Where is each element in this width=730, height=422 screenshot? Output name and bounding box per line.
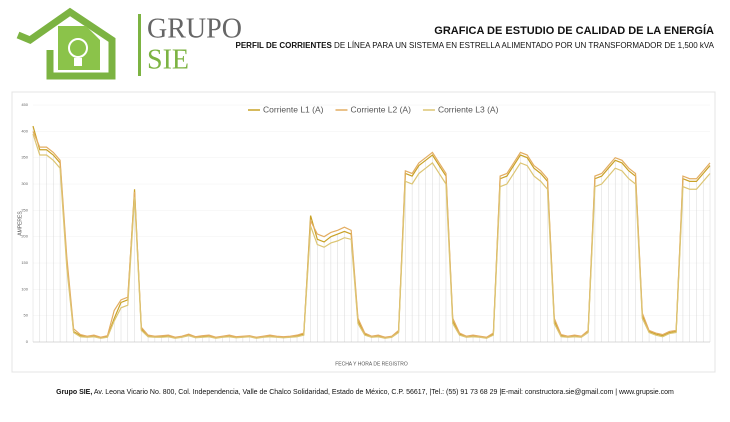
legend-label: Corriente L3 (A) xyxy=(438,104,499,114)
page-title: GRAFICA DE ESTUDIO DE CALIDAD DE LA ENER… xyxy=(434,24,714,37)
y-tick-label: 250 xyxy=(21,207,28,212)
footer: Grupo SIE, Av. Leona Vicario No. 800, Co… xyxy=(56,389,674,396)
y-tick-label: 150 xyxy=(21,260,28,265)
legend-label: Corriente L1 (A) xyxy=(263,104,324,114)
logo: GRUPO SIE xyxy=(16,7,242,80)
y-tick-label: 350 xyxy=(21,155,28,160)
logo-bar xyxy=(138,14,141,76)
footer-text: Av. Leona Vicario No. 800, Col. Independ… xyxy=(92,389,674,396)
logo-bulb-base xyxy=(74,58,82,66)
legend-label: Corriente L2 (A) xyxy=(350,104,411,114)
y-tick-label: 300 xyxy=(21,181,28,186)
subtitle-rest: DE LÍNEA PARA UN SISTEMA EN ESTRELLA ALI… xyxy=(332,41,715,50)
y-tick-label: 0 xyxy=(26,339,29,344)
subtitle-bold: PERFIL DE CORRIENTES xyxy=(236,41,333,50)
logo-house xyxy=(16,7,116,80)
logo-name: GRUPO xyxy=(147,13,242,44)
y-axis-label: AMPERES xyxy=(17,211,23,236)
x-axis-label: FECHA Y HORA DE REGISTRO xyxy=(335,361,408,367)
y-tick-label: 400 xyxy=(21,128,28,133)
logo-bulb xyxy=(68,38,88,58)
y-tick-label: 200 xyxy=(21,234,28,239)
series-line xyxy=(32,133,711,339)
logo-fill xyxy=(58,26,100,70)
chart-frame xyxy=(11,91,716,373)
y-tick-label: 50 xyxy=(24,313,29,318)
y-tick-label: 100 xyxy=(21,286,28,291)
chart: 0 50 100 150 200 250 300 350 400 450 AMPERES FECHA … xyxy=(17,102,711,367)
footer-bold: Grupo SIE, xyxy=(56,389,92,396)
logo-sub: SIE xyxy=(147,44,189,75)
page-subtitle: PERFIL DE CORRIENTES DE LÍNEA PARA UN SI… xyxy=(236,41,715,50)
y-tick-label: 450 xyxy=(21,102,28,107)
series-line xyxy=(32,131,711,338)
